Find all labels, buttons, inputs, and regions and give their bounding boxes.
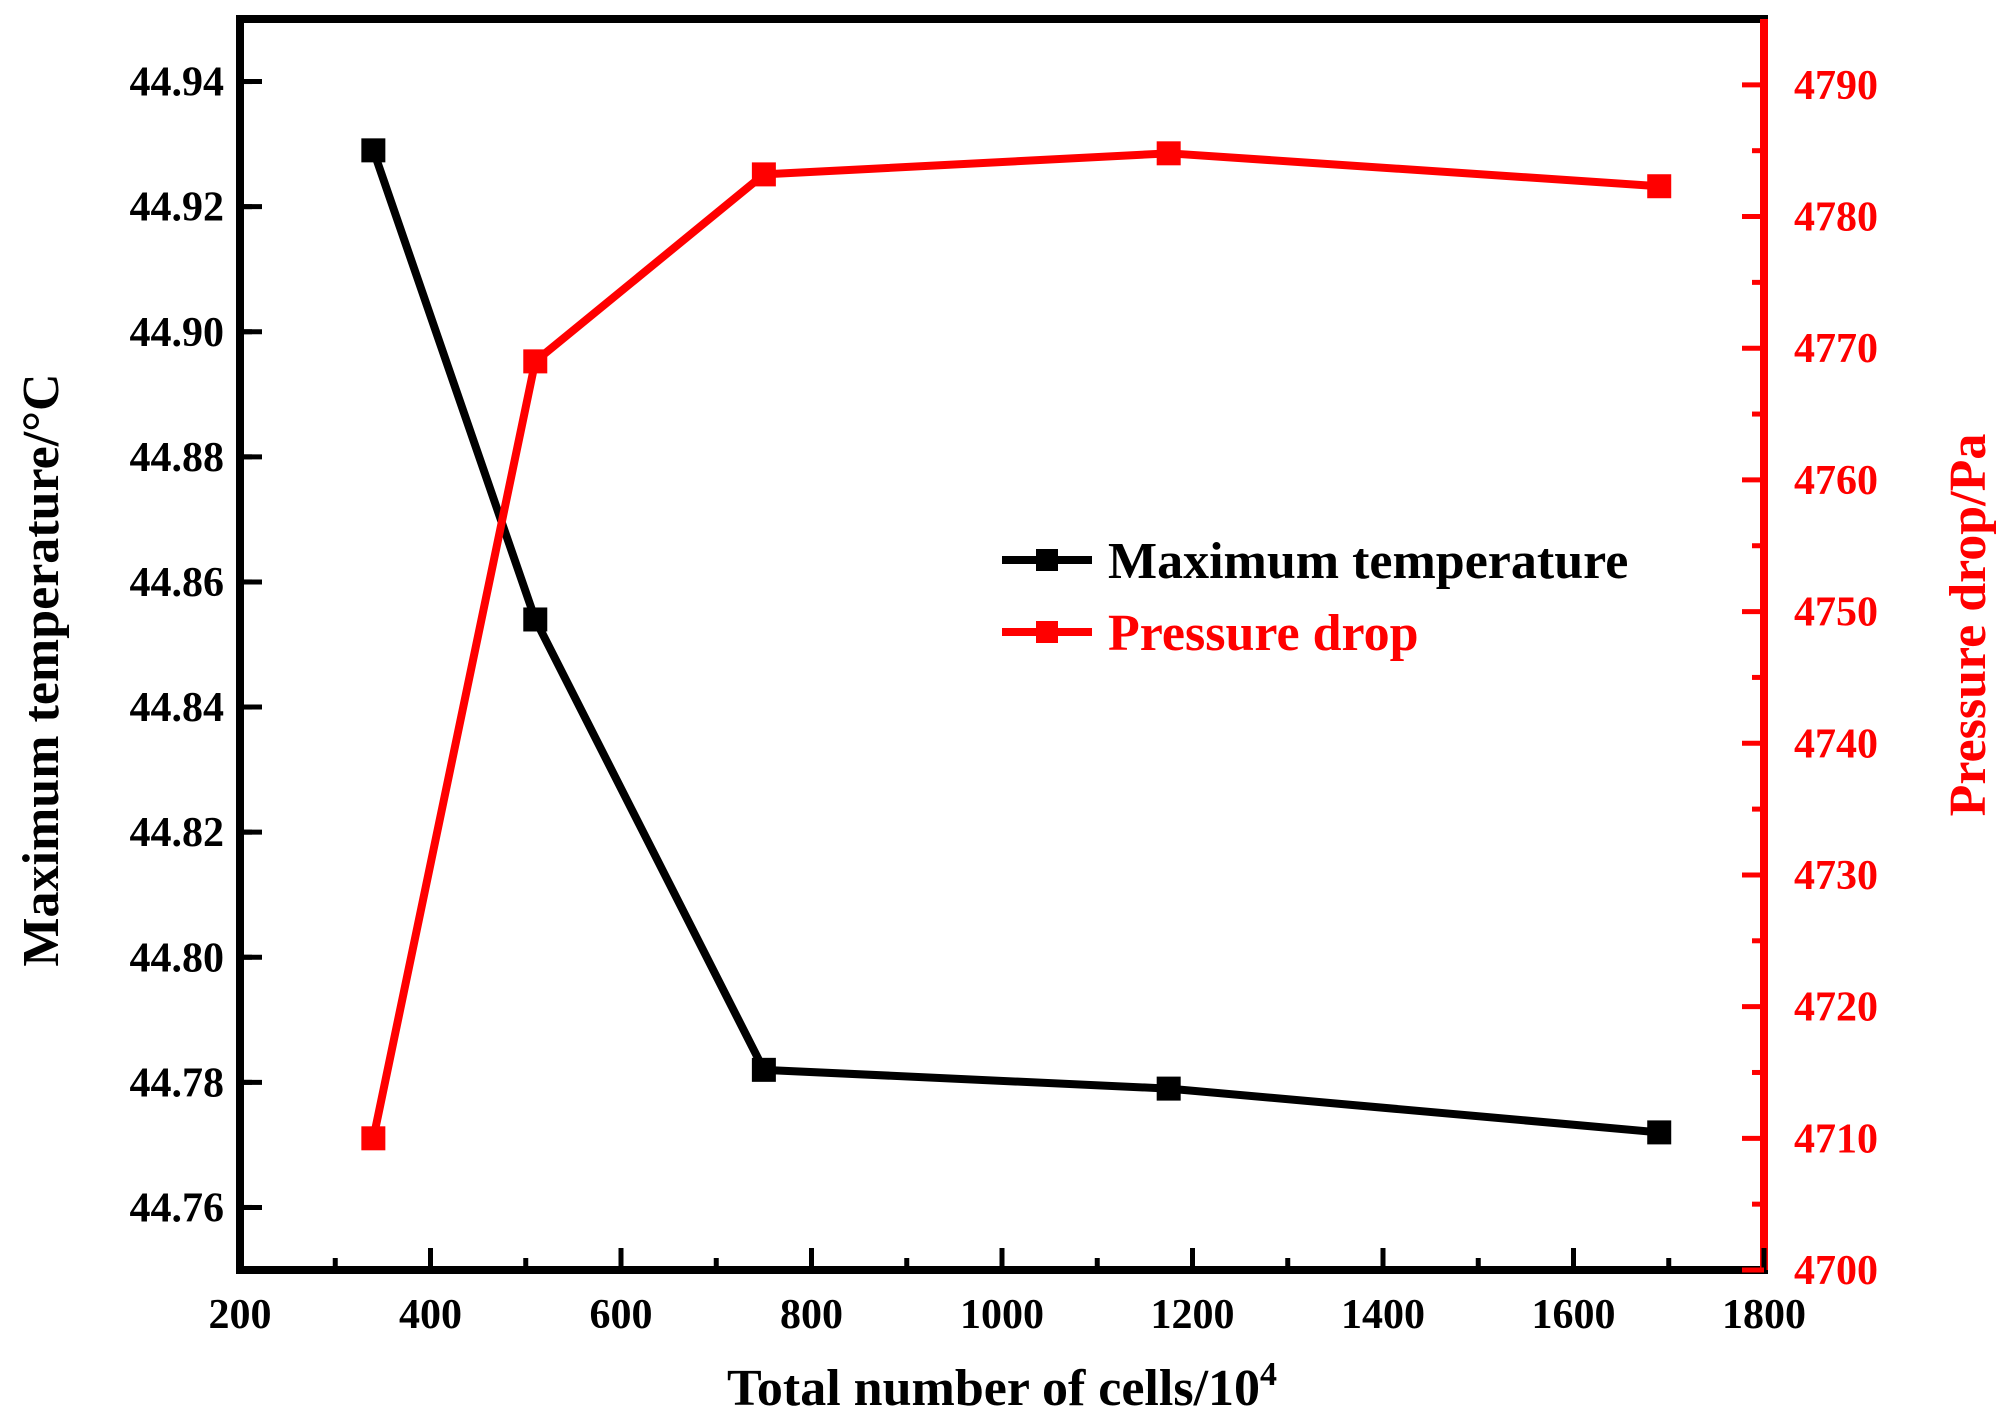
y-left-tick-label: 44.92 [130,185,225,231]
legend-marker-maximum-temperature [1036,549,1058,571]
x-tick-label: 1400 [1341,1292,1425,1338]
y-right-tick-label: 4760 [1794,458,1878,504]
data-point-maximum-temperature [361,138,386,163]
series-layer [361,138,1672,1151]
data-point-maximum-temperature [523,607,548,632]
y-right-tick-label: 4780 [1794,195,1878,241]
left-axis-title: Maximum temperature/°C [13,373,70,966]
data-point-maximum-temperature [1647,1120,1672,1145]
y-right-tick-label: 4730 [1794,853,1878,899]
legend-marker-pressure-drop [1036,621,1058,643]
x-axis-title-superscript: 4 [1260,1356,1277,1393]
y-right-tick-label: 4740 [1794,721,1878,767]
y-left-tick-label: 44.88 [130,435,225,481]
y-left-tick-label: 44.76 [130,1185,225,1231]
x-tick-label: 200 [209,1292,272,1338]
y-right-tick-label: 4790 [1794,63,1878,109]
x-axis-title-text: Total number of cells/10 [727,1360,1260,1417]
data-point-maximum-temperature [1156,1076,1181,1101]
y-right-tick-label: 4700 [1794,1248,1878,1294]
x-tick-label: 1000 [960,1292,1044,1338]
data-point-pressure-drop [1156,141,1181,166]
x-tick-label: 1200 [1151,1292,1235,1338]
x-tick-label: 800 [780,1292,843,1338]
right-axis-title: Pressure drop/Pa [1940,434,1997,817]
y-left-tick-label: 44.78 [130,1060,225,1106]
data-point-pressure-drop [523,349,548,374]
x-axis-title: Total number of cells/104 [727,1356,1277,1417]
series-line-maximum-temperature [369,149,1660,1137]
x-tick-label: 1800 [1722,1292,1806,1338]
ticks: 200 400 600 800 1000 1200 1400 1600 1800 44.76 44.… [130,60,1879,1338]
x-tick-label: 1600 [1532,1292,1616,1338]
x-tick-label: 400 [399,1292,462,1338]
y-left-tick-label: 44.90 [130,310,225,356]
legend: Maximum temperature Pressure drop [1002,533,1628,662]
y-right-tick-label: 4710 [1794,1116,1878,1162]
data-point-maximum-temperature [751,1057,776,1082]
data-point-pressure-drop [1647,174,1672,199]
series-line-pressure-drop [369,149,1660,1140]
y-right-tick-label: 4770 [1794,326,1878,372]
x-tick-label: 600 [590,1292,653,1338]
y-right-tick-label: 4720 [1794,985,1878,1031]
y-left-tick-label: 44.84 [130,685,225,731]
y-left-tick-label: 44.80 [130,935,225,981]
y-left-tick-label: 44.86 [130,560,225,606]
data-point-pressure-drop [751,162,776,187]
y-right-tick-label: 4750 [1794,590,1878,636]
legend-label-maximum-temperature: Maximum temperature [1108,533,1628,590]
legend-label-pressure-drop: Pressure drop [1108,605,1419,662]
y-left-tick-label: 44.94 [130,60,225,106]
data-point-pressure-drop [361,1126,386,1151]
y-left-tick-label: 44.82 [130,810,225,856]
